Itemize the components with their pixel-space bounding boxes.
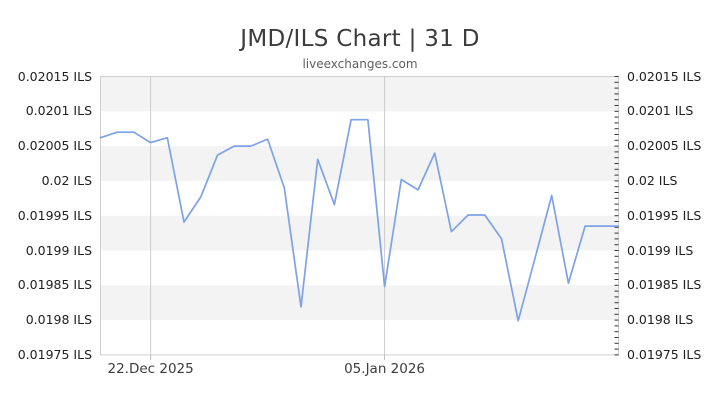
y-axis-label-right: 0.01975 ILS — [627, 346, 702, 362]
y-axis-label-right: 0.0201 ILS — [627, 103, 694, 119]
y-axis-label-left: 0.02005 ILS — [17, 138, 92, 154]
chart-title: JMD/ILS Chart | 31 D — [240, 26, 480, 52]
price-line — [99, 118, 620, 322]
grid-band — [100, 76, 619, 112]
y-axis-label-right: 0.01985 ILS — [627, 277, 702, 293]
y-axis-label-left: 0.02015 ILS — [17, 68, 92, 84]
site-watermark: liveexchanges.com — [302, 57, 418, 71]
y-axis-label-left: 0.0198 ILS — [25, 312, 92, 328]
y-axis-label-right: 0.02005 ILS — [627, 138, 702, 154]
y-axis-label-right: 0.02 ILS — [627, 172, 678, 188]
y-axis-label-left: 0.0199 ILS — [25, 242, 92, 258]
y-axis-label-right: 0.01995 ILS — [627, 207, 702, 223]
y-axis-label-left: 0.0201 ILS — [25, 103, 92, 119]
y-axis-label-left: 0.02 ILS — [41, 172, 92, 188]
y-axis-label-right: 0.0199 ILS — [627, 242, 694, 258]
y-axis-label-left: 0.01975 ILS — [17, 346, 92, 362]
y-axis-label-left: 0.01995 ILS — [17, 207, 92, 223]
x-axis-label: 22.Dec 2025 — [107, 361, 194, 377]
grid-band — [100, 146, 619, 181]
y-axis-label-right: 0.0198 ILS — [627, 312, 694, 328]
y-axis-label-right: 0.02015 ILS — [627, 68, 702, 84]
grid-band — [100, 285, 619, 321]
y-axis-label-left: 0.01985 ILS — [17, 277, 92, 293]
grid-band — [100, 215, 619, 251]
x-axis-label: 05.Jan 2026 — [344, 361, 426, 377]
